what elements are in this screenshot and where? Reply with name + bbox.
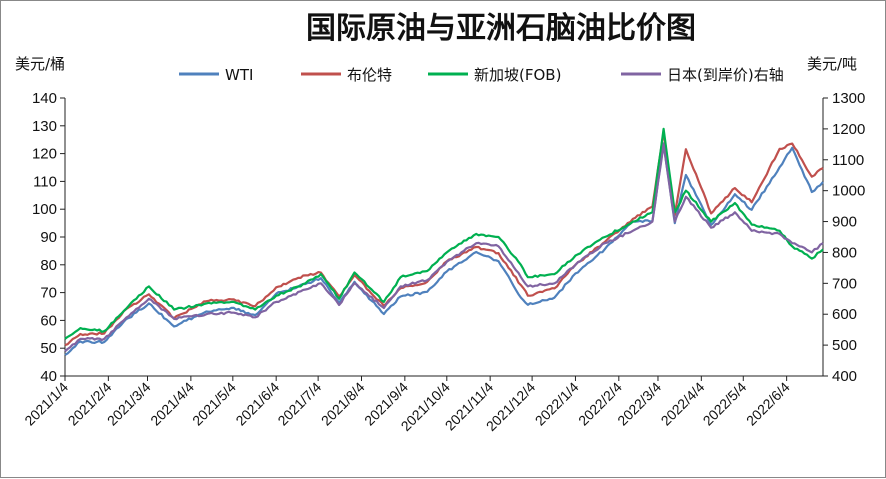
- left-tick-label: 70: [40, 285, 57, 302]
- right-tick-label: 900: [832, 214, 857, 231]
- x-tick-label: 2022/4/4: [658, 379, 708, 429]
- x-tick-label: 2022/3/4: [614, 379, 664, 429]
- chart-axes: 140 130 120 110 100 90 80 70 60 50 40 1300 1200 1100 1…: [21, 90, 865, 434]
- left-tick-label: 60: [40, 312, 57, 329]
- right-tick-label: 800: [832, 244, 857, 261]
- series-line-1: [64, 142, 824, 356]
- x-tick-label: 2021/6/4: [232, 379, 282, 429]
- left-tick-label: 90: [40, 229, 57, 246]
- left-tick-label: 100: [32, 201, 57, 218]
- right-tick-label: 600: [832, 306, 857, 323]
- right-tick-label: 700: [832, 275, 857, 292]
- left-tick-label: 140: [32, 90, 57, 107]
- x-tick-label: 2021/3/4: [104, 379, 154, 429]
- right-tick-label: 400: [832, 368, 857, 385]
- x-tick-label: 2021/4/4: [147, 379, 197, 429]
- legend-label: 新加坡(FOB): [474, 66, 561, 84]
- x-tick-label: 2021/8/4: [318, 379, 368, 429]
- right-axis-unit: 美元/吨: [807, 55, 857, 73]
- right-tick-label: 1300: [832, 90, 865, 107]
- chart-legend: WTI 布伦特 新加坡(FOB) 日本(到岸价)右轴: [179, 66, 784, 84]
- right-tick-label: 500: [832, 337, 857, 354]
- left-tick-label: 130: [32, 118, 57, 135]
- left-tick-label: 50: [40, 340, 57, 357]
- series-line-4: [64, 143, 824, 353]
- left-tick-label: 120: [32, 146, 57, 163]
- legend-label: WTI: [225, 66, 253, 84]
- legend-label: 布伦特: [347, 66, 392, 84]
- right-tick-label: 1000: [832, 183, 865, 200]
- left-tick-label: 40: [40, 368, 57, 385]
- x-tick-label: 2021/7/4: [274, 379, 324, 429]
- left-tick-label: 80: [40, 257, 57, 274]
- legend-label: 日本(到岸价)右轴: [667, 66, 784, 84]
- x-tick-label: 2022/1/4: [532, 379, 582, 429]
- series-line-2: [64, 130, 824, 347]
- right-tick-label: 1200: [832, 121, 865, 138]
- x-tick-label: 2021/1/4: [21, 379, 71, 429]
- x-tick-label: 2022/6/4: [743, 379, 793, 429]
- left-axis-unit: 美元/桶: [15, 55, 65, 73]
- chart-title: 国际原油与亚洲石脑油比价图: [306, 11, 696, 46]
- right-tick-label: 1100: [832, 152, 864, 169]
- plot-area: [64, 127, 824, 356]
- x-tick-label: 2022/5/4: [700, 379, 750, 429]
- left-tick-label: 110: [33, 173, 57, 190]
- x-tick-label: 2021/5/4: [189, 379, 239, 429]
- series-line-3: [64, 127, 824, 340]
